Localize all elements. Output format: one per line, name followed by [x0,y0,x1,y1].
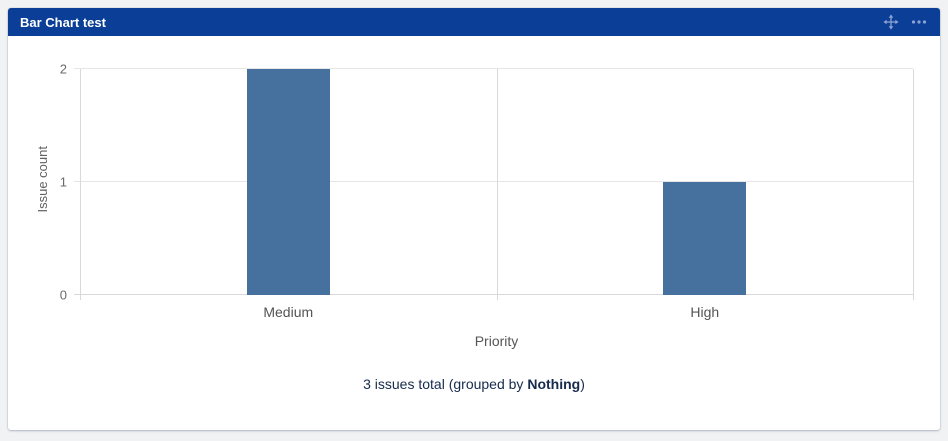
y-tick-label-1: 1 [59,174,67,190]
category-separator-1 [496,69,498,300]
summary-prefix: 3 issues total (grouped by [363,376,528,392]
gadget-header-actions [882,13,928,31]
summary-text: 3 issues total (grouped by Nothing) [8,376,940,392]
bar-high[interactable] [663,182,747,295]
gadget-bar-chart: Bar Chart test [8,8,940,430]
gridline-2 [74,68,913,69]
x-tick-label-high: High [690,304,720,320]
y-axis-title: Issue count [35,146,50,213]
y-tick-label-2: 2 [59,61,67,77]
x-tick-label-medium: Medium [263,304,314,320]
gridline-0 [74,294,913,295]
gadget-title: Bar Chart test [20,14,106,30]
summary-suffix: ) [580,376,585,392]
x-axis-title: Priority [474,333,519,349]
plot-area: 0 1 2 Medium High [60,63,914,320]
summary-groupby: Nothing [527,376,581,392]
y-axis-line [80,69,81,300]
bar-medium[interactable] [246,69,330,295]
gadget-header: Bar Chart test [8,8,940,36]
category-separator-2 [913,69,914,300]
more-options-icon[interactable] [910,13,928,31]
gridline-1 [74,181,913,182]
y-tick-label-0: 0 [59,287,67,303]
move-icon[interactable] [882,13,900,31]
gadget-body: Issue count 0 1 2 Medium High Priority 3 iss… [8,36,940,430]
